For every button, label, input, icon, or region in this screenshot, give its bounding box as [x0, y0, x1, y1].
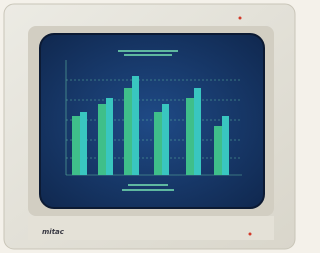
page: mitac (() => { const data = JSON.parse(d… [0, 0, 299, 253]
brand-logo: mitac [42, 228, 65, 236]
bezel-base [28, 216, 274, 240]
screen-bar [186, 98, 194, 175]
monitor-photo: mitac [0, 0, 299, 253]
screen-bar [162, 104, 169, 175]
screen-label-blur [128, 184, 168, 186]
power-led [249, 233, 252, 236]
indicator [239, 17, 242, 20]
screen-bar [132, 76, 139, 175]
screen-bar [222, 116, 229, 175]
screen-bar [98, 104, 106, 175]
screen-bar [80, 112, 87, 175]
screen-title-blur [118, 50, 178, 52]
screen-title-blur [124, 54, 172, 56]
screen-bar [72, 116, 80, 175]
screen-bar [214, 126, 222, 175]
screen-bar [194, 88, 201, 175]
screen-label-blur [122, 189, 174, 191]
screen-bar [124, 88, 132, 175]
screen-bar [154, 112, 162, 175]
screen-bar [106, 98, 113, 175]
